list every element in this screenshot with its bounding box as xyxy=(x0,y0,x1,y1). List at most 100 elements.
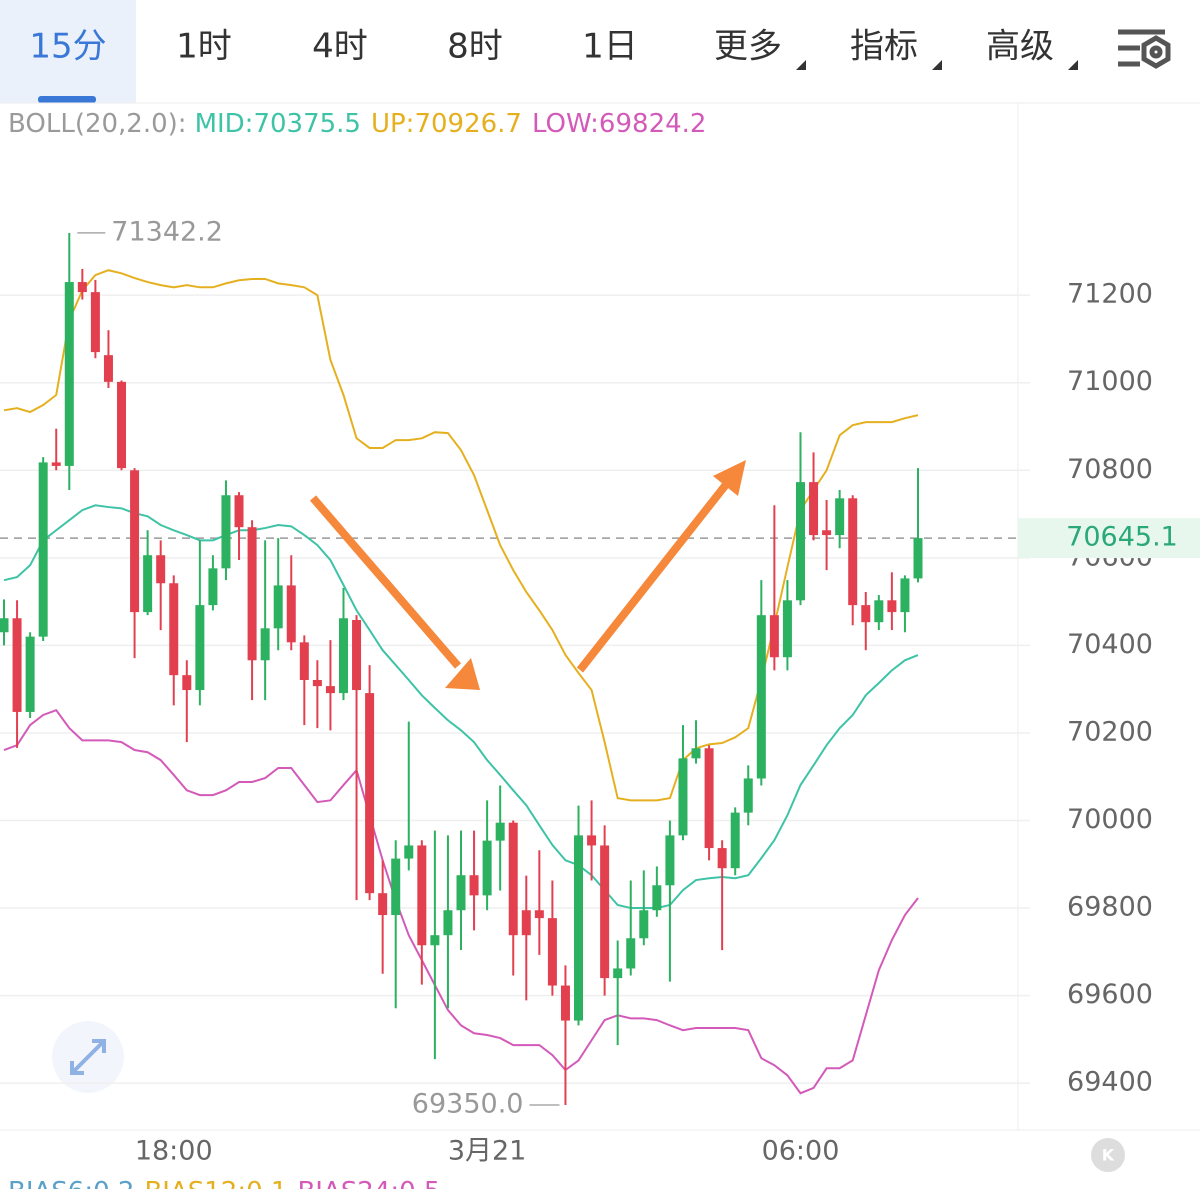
candle-body xyxy=(117,381,127,469)
candle-body xyxy=(221,495,231,569)
candle-body xyxy=(325,686,335,694)
candle-body xyxy=(756,615,766,779)
x-tick-label: 06:00 xyxy=(762,1136,840,1167)
y-tick-label: 71000 xyxy=(1067,366,1153,397)
tab[interactable]: 更多 xyxy=(714,27,782,67)
candle-body xyxy=(769,615,779,658)
candle-body xyxy=(547,918,557,986)
indicator-name: BOLL(20,2.0): xyxy=(8,109,187,139)
x-tick-label: 18:00 xyxy=(135,1136,213,1167)
candle-body xyxy=(874,600,884,623)
candle-body xyxy=(521,910,531,936)
candle-body xyxy=(508,822,518,936)
k-button[interactable] xyxy=(1091,1138,1125,1172)
y-tick-label: 69800 xyxy=(1067,892,1153,923)
candle-body xyxy=(900,578,910,613)
k-icon: K xyxy=(1102,1146,1115,1165)
candle-body xyxy=(795,482,805,601)
tab[interactable]: 8时 xyxy=(447,27,503,67)
candle-body xyxy=(456,875,466,911)
y-tick-label: 70200 xyxy=(1067,716,1153,747)
candle-body xyxy=(286,585,296,643)
candle-body xyxy=(130,470,140,613)
candle-body xyxy=(365,693,375,894)
candle-body xyxy=(195,605,205,691)
candle-body xyxy=(404,845,414,859)
bias-entry: BIAS12:0.1 xyxy=(144,1177,287,1189)
candle-body xyxy=(208,568,218,606)
candle-body xyxy=(887,600,897,613)
dropdown-arrow xyxy=(932,60,942,70)
active-tab-bg xyxy=(0,0,136,103)
boll-line xyxy=(3,708,919,1095)
annotation-arrows xyxy=(309,460,746,690)
candle-body xyxy=(913,538,923,579)
dropdown-arrow xyxy=(1068,60,1078,70)
candle-body xyxy=(534,910,544,919)
candle-body xyxy=(600,845,610,979)
y-tick-label: 70400 xyxy=(1067,629,1153,660)
candle-body xyxy=(38,462,48,637)
dropdown-arrow xyxy=(796,60,806,70)
legend-entry: MID:70375.5 xyxy=(195,109,361,139)
y-tick-label: 69600 xyxy=(1067,979,1153,1010)
candle-body xyxy=(848,498,858,606)
candle-body xyxy=(665,835,675,886)
tab[interactable]: 4时 xyxy=(312,27,368,67)
candle-body xyxy=(103,355,113,382)
candle-body xyxy=(835,498,845,536)
candle-body xyxy=(391,858,401,916)
candle-body xyxy=(678,758,688,836)
high-marker-label: 71342.2 xyxy=(111,216,223,247)
candle-body xyxy=(861,605,871,623)
candle-body xyxy=(247,527,257,661)
y-tick-label: 70800 xyxy=(1067,454,1153,485)
candle-body xyxy=(822,530,832,536)
candle-body xyxy=(639,910,649,939)
last-price-box xyxy=(1018,518,1200,559)
candle-body xyxy=(51,462,61,466)
boll-line xyxy=(3,269,919,802)
tab[interactable]: 高级 xyxy=(986,27,1054,67)
settings-icon[interactable] xyxy=(1118,29,1171,69)
candle-body xyxy=(143,555,153,613)
candle-body xyxy=(717,848,727,869)
candle-body xyxy=(560,985,570,1021)
candle-body xyxy=(0,618,9,633)
candle-body xyxy=(378,893,388,916)
candle-body xyxy=(730,812,740,869)
candle-body xyxy=(691,748,701,759)
last-price-label: 70645.1 xyxy=(1066,522,1178,553)
overlay: 71342.2 69350.0 70645.1 BOLL(20,2.0): MID:70… xyxy=(8,109,1200,1189)
tab[interactable]: 1时 xyxy=(176,27,232,67)
low-marker-label: 69350.0 xyxy=(412,1089,524,1120)
x-tick-label: 3月21 xyxy=(448,1136,527,1167)
bias-entry: BIAS6:0.2 xyxy=(8,1177,134,1189)
candle-body xyxy=(156,555,166,584)
candle-body xyxy=(77,282,87,293)
tab[interactable]: 1日 xyxy=(582,27,638,67)
candle-body xyxy=(299,642,309,680)
candle-body xyxy=(338,618,348,694)
candle-body xyxy=(417,845,427,946)
candle-body xyxy=(260,628,270,661)
candle-body xyxy=(613,968,623,979)
tab[interactable]: 15分 xyxy=(29,27,106,67)
tab[interactable]: 指标 xyxy=(850,27,918,67)
candle-body xyxy=(587,835,597,846)
plot: 6940069600698007000070200704007060070800… xyxy=(0,233,1153,1167)
candle-body xyxy=(443,910,453,936)
boll-line xyxy=(3,504,919,910)
candle-body xyxy=(169,583,179,676)
candle-body xyxy=(469,875,479,896)
candle-body xyxy=(574,835,584,1021)
candle-body xyxy=(12,618,22,712)
y-tick-label: 69400 xyxy=(1067,1067,1153,1098)
legend-entry: LOW:69824.2 xyxy=(532,109,706,139)
candle-body xyxy=(782,600,792,658)
bias-legend: BIAS6:0.2 BIAS12:0.1 BIAS24:0.5 xyxy=(8,1177,440,1189)
legend-entry: UP:70926.7 xyxy=(371,109,522,139)
expand-icon xyxy=(70,1039,106,1075)
boll-legend: BOLL(20,2.0): MID:70375.5 UP:70926.7 LOW:69… xyxy=(8,109,706,139)
